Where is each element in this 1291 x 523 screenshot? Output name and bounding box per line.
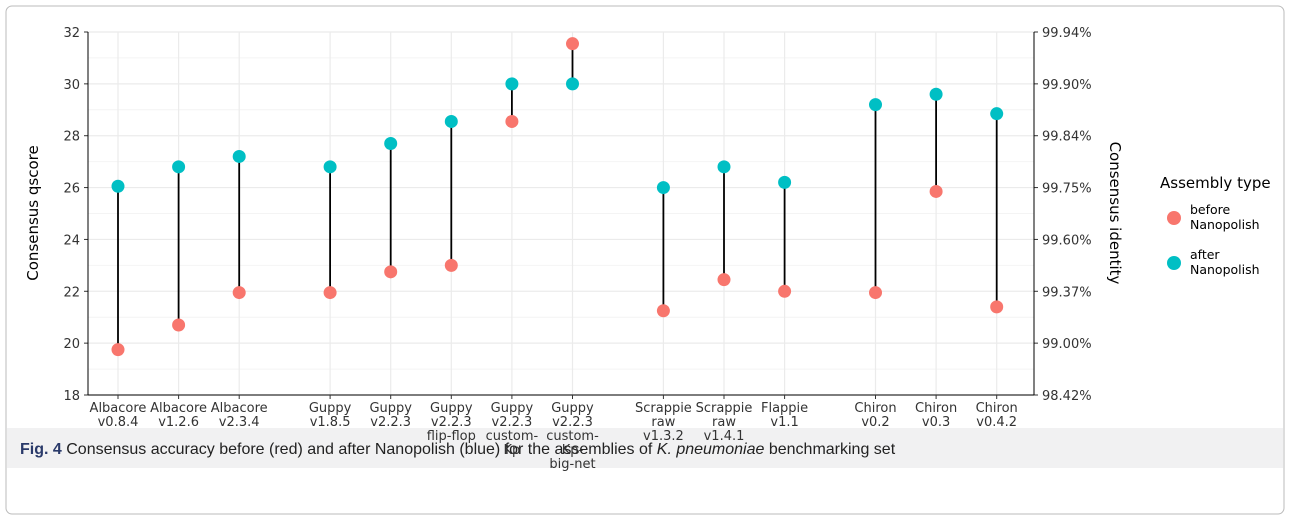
point — [566, 37, 579, 51]
point — [384, 136, 398, 150]
legend-title: Assembly type — [1160, 174, 1271, 192]
y-tick-label: 26 — [63, 182, 80, 197]
y-tick-label: 30 — [63, 78, 80, 93]
x-tick-label: Albacore v1.2.6 — [150, 401, 207, 430]
point — [717, 160, 731, 174]
y2-axis-title: Consensus identity — [1106, 142, 1124, 285]
point — [929, 87, 943, 101]
x-tick-label: Guppy v2.2.3 flip-flop — [427, 401, 476, 444]
point — [656, 304, 670, 318]
x-tick-label: Chiron v0.3 — [915, 401, 957, 430]
point — [929, 184, 943, 198]
x-tick-label: Albacore v0.8.4 — [90, 401, 147, 430]
caption-text: Consensus accuracy before (red) and afte… — [66, 441, 657, 458]
point — [778, 175, 792, 189]
caption: Fig. 4 Consensus accuracy before (red) a… — [20, 441, 896, 458]
point — [656, 181, 670, 195]
point — [323, 160, 337, 174]
x-tick-label: Albacore v2.3.4 — [211, 401, 268, 430]
point — [323, 286, 337, 300]
point — [232, 286, 246, 300]
x-tick-label: Guppy v1.8.5 — [309, 401, 352, 430]
x-tick-label: Flappie v1.1 — [761, 401, 808, 430]
point — [111, 179, 125, 193]
x-tick-label: Scrappie raw v1.3.2 — [635, 401, 692, 444]
y2-tick-label: 99.37% — [1042, 285, 1092, 300]
y-tick-label: 32 — [63, 26, 80, 41]
caption-label: Fig. 4 — [20, 441, 62, 458]
y-tick-label: 28 — [63, 130, 80, 145]
y2-tick-label: 99.75% — [1042, 182, 1092, 197]
x-tick-label: Chiron v0.4.2 — [976, 401, 1018, 430]
caption-background — [7, 428, 1283, 468]
point — [566, 77, 579, 91]
point — [111, 343, 125, 357]
point — [869, 286, 882, 300]
point — [444, 258, 458, 272]
x-tick-label: Guppy v2.2.3 — [369, 401, 412, 430]
y2-tick-label: 98.42% — [1042, 389, 1092, 404]
y2-tick-label: 99.94% — [1042, 26, 1092, 41]
y2-tick-label: 99.60% — [1042, 233, 1092, 248]
point — [990, 107, 1004, 121]
point — [717, 273, 731, 287]
y-tick-label: 24 — [63, 233, 80, 248]
y-tick-label: 20 — [63, 337, 80, 352]
y-axis-title: Consensus qscore — [24, 145, 42, 280]
x-tick-label: Scrappie raw v1.4.1 — [696, 401, 753, 444]
y-tick-label: 22 — [63, 285, 80, 300]
point — [384, 265, 398, 279]
legend-label: before Nanopolish — [1190, 202, 1260, 232]
caption-rest: benchmarking set — [764, 441, 895, 458]
x-tick-label: Guppy v2.2.3 custom-Kp — [486, 401, 539, 458]
x-tick-label: Guppy v2.2.3 custom-Kp-big-net — [546, 401, 599, 472]
x-tick-label: Chiron v0.2 — [854, 401, 896, 430]
point — [172, 160, 186, 174]
caption-species: K. pneumoniae — [657, 441, 765, 458]
point — [232, 149, 246, 163]
point — [172, 318, 186, 332]
point — [505, 114, 519, 128]
legend-swatch — [1167, 211, 1181, 225]
point — [869, 98, 882, 112]
y2-tick-label: 99.00% — [1042, 337, 1092, 352]
y2-tick-label: 99.90% — [1042, 78, 1092, 93]
y-tick-label: 18 — [63, 389, 80, 404]
point — [990, 300, 1004, 314]
legend-label: after Nanopolish — [1190, 247, 1260, 277]
point — [444, 114, 458, 128]
point — [505, 77, 519, 91]
y2-tick-label: 99.84% — [1042, 130, 1092, 145]
legend-swatch — [1167, 256, 1181, 270]
point — [778, 284, 792, 298]
